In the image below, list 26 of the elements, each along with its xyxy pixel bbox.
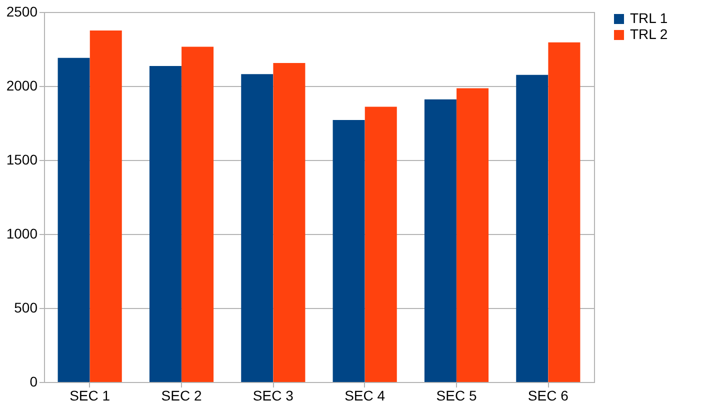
bar	[149, 66, 182, 382]
y-tick-label: 1500	[6, 152, 38, 168]
x-tick-label: SEC 4	[344, 388, 386, 404]
y-tick-label: 2000	[6, 78, 38, 94]
x-tick-label: SEC 6	[528, 388, 569, 404]
y-tick-label: 2500	[6, 4, 38, 20]
x-tick-label: SEC 3	[252, 388, 294, 404]
bar	[424, 99, 456, 382]
y-tick-label: 1000	[6, 226, 38, 242]
bar	[456, 88, 489, 382]
bar	[182, 46, 214, 382]
x-tick-label: SEC 5	[436, 388, 477, 404]
bar	[273, 63, 306, 382]
x-tick-label: SEC 1	[70, 388, 110, 404]
legend-label: TRL 2	[630, 26, 668, 42]
bar	[58, 58, 90, 382]
bar	[241, 74, 274, 382]
y-tick-label: 500	[14, 300, 38, 316]
bar	[516, 74, 548, 382]
bar	[332, 120, 365, 382]
x-tick-label: SEC 2	[161, 388, 202, 404]
legend-label: TRL 1	[630, 10, 668, 26]
bar	[548, 42, 580, 382]
y-tick-label: 0	[30, 374, 38, 390]
bar	[90, 30, 122, 382]
bar	[364, 106, 397, 382]
